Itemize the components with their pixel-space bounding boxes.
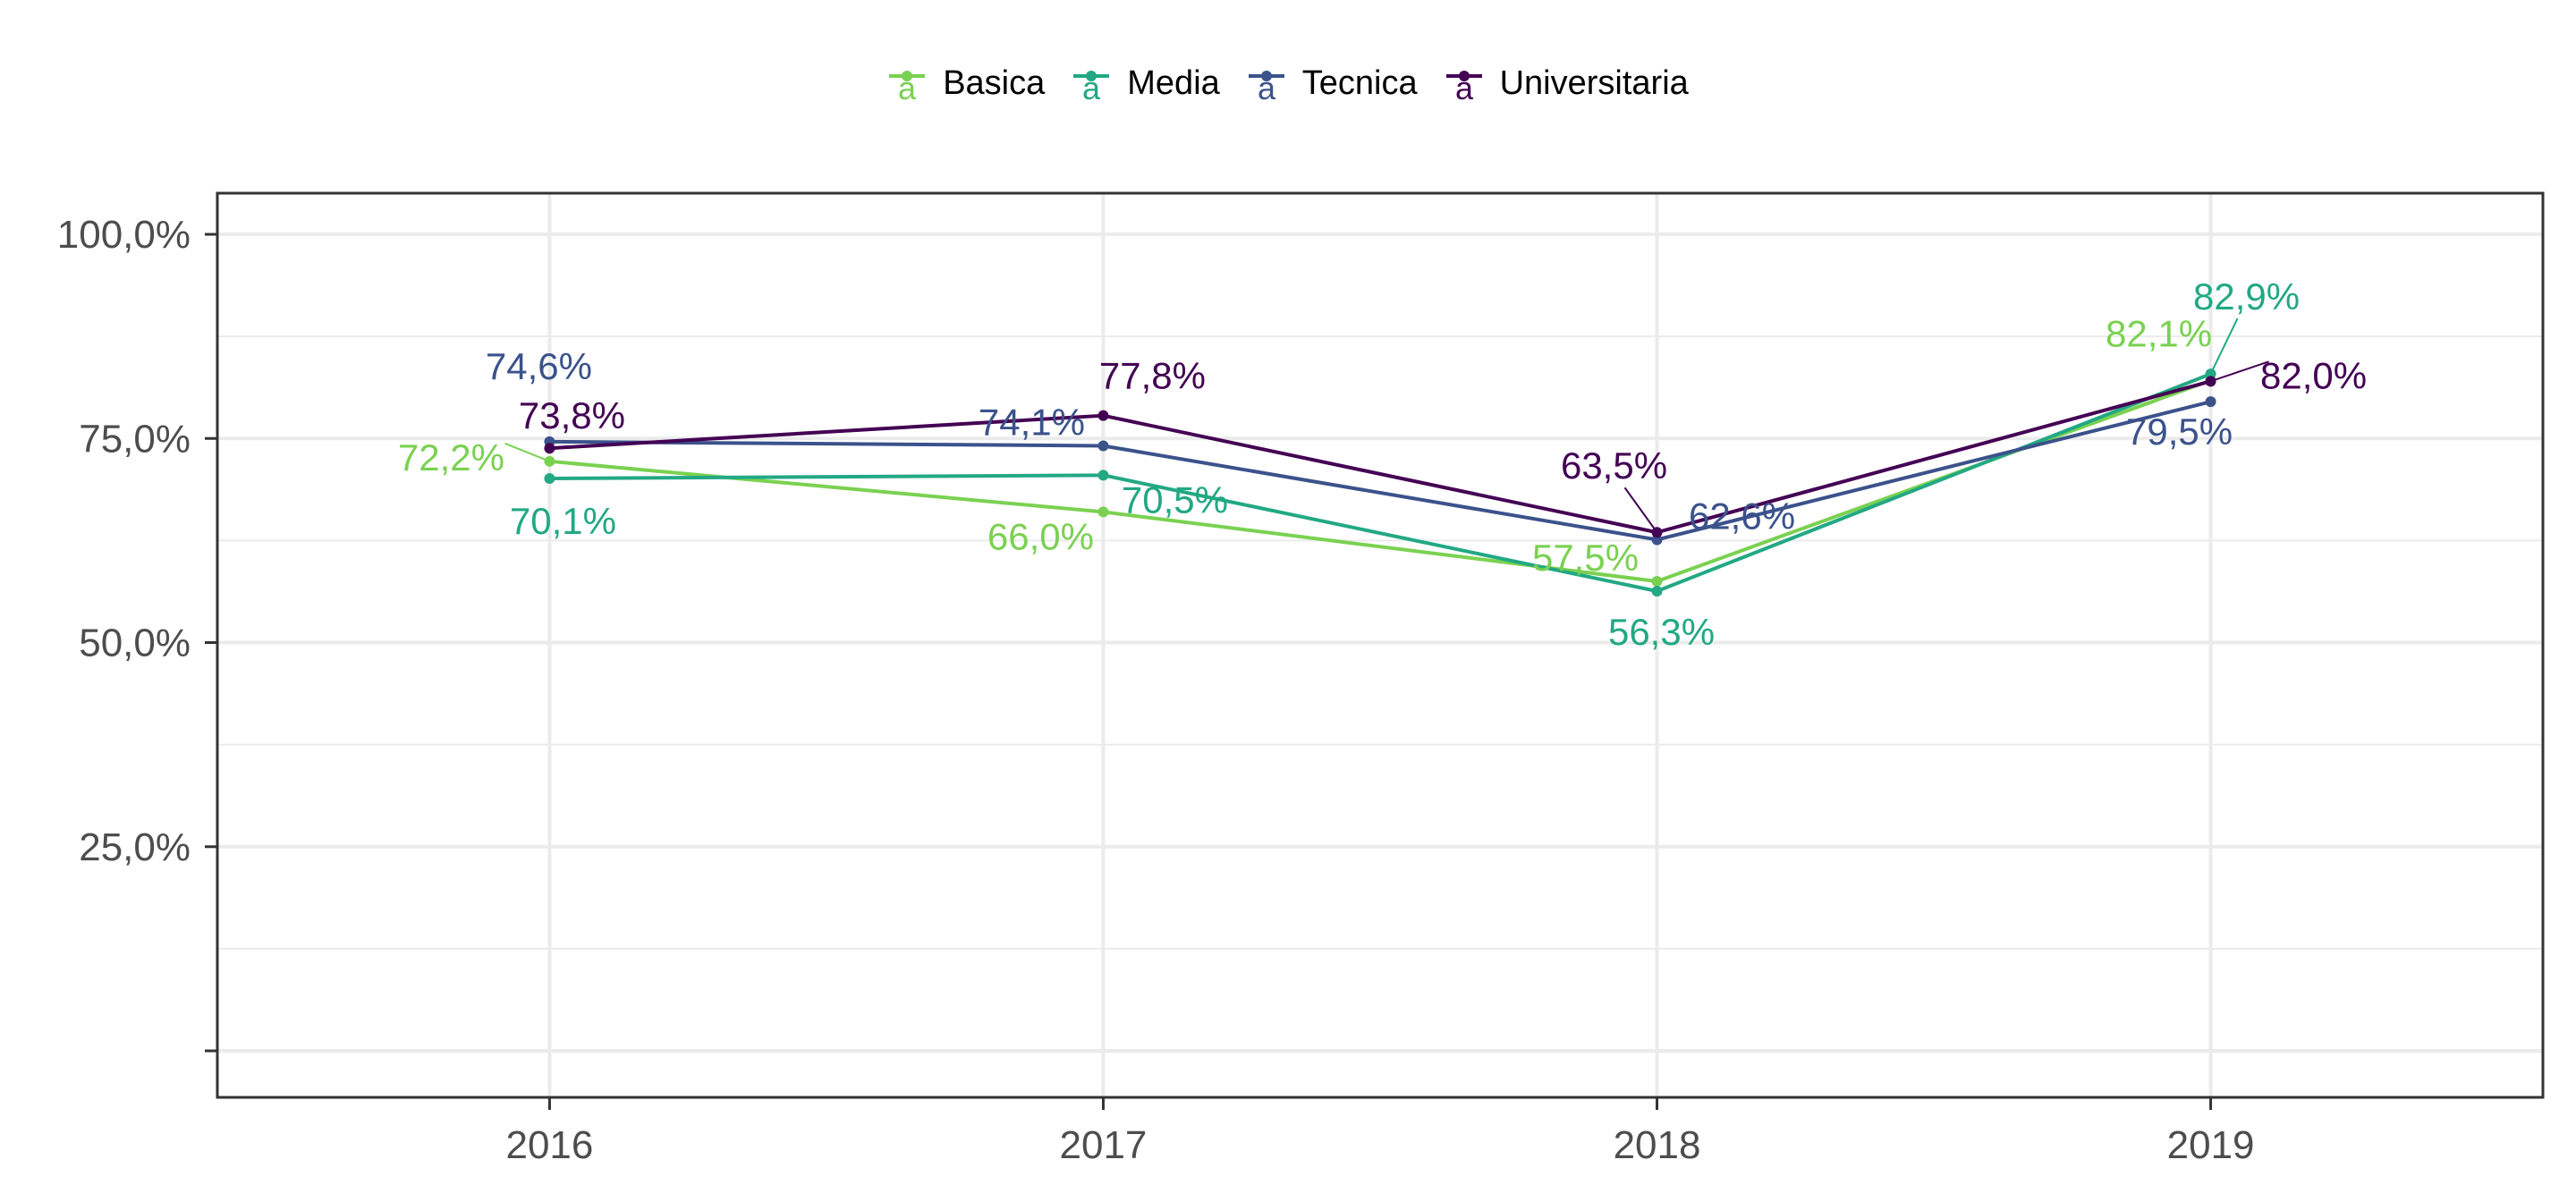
legend-key-icon: a xyxy=(1247,63,1286,103)
data-label-tecnica: 62,6% xyxy=(1689,495,1795,537)
plot-panel xyxy=(217,193,2543,1097)
y-tick-label: 100,0% xyxy=(57,213,191,257)
svg-text:a: a xyxy=(1455,70,1474,103)
legend: a Basica a Media a Tecnica a Universitaria xyxy=(0,59,2576,107)
x-tick-label: 2017 xyxy=(1060,1123,1148,1167)
data-label-universitaria: 82,0% xyxy=(2260,354,2367,396)
data-point-media xyxy=(1651,585,1663,597)
data-label-universitaria: 73,8% xyxy=(519,394,625,436)
data-point-media xyxy=(544,472,555,484)
svg-text:a: a xyxy=(1082,70,1101,103)
x-tick-label: 2016 xyxy=(505,1123,593,1167)
plot-border xyxy=(216,191,2545,1099)
data-point-tecnica xyxy=(1097,440,1109,452)
legend-label: Basica xyxy=(943,63,1046,102)
data-label-basica: 57,5% xyxy=(1532,537,1639,579)
x-tick-label: 2019 xyxy=(2167,1123,2255,1167)
legend-item-media: a Media xyxy=(1072,63,1220,103)
data-label-media: 70,1% xyxy=(510,500,616,542)
data-label-tecnica: 74,6% xyxy=(486,345,592,387)
data-label-basica: 72,2% xyxy=(398,436,504,478)
data-label-tecnica: 79,5% xyxy=(2126,411,2233,453)
series-line-tecnica xyxy=(549,400,2212,542)
data-point-tecnica xyxy=(1651,534,1663,546)
y-tick-label: 75,0% xyxy=(79,417,191,461)
data-point-basica xyxy=(1097,506,1109,518)
series-line-universitaria xyxy=(549,379,2212,535)
data-point-basica xyxy=(1651,576,1663,588)
legend-key-icon: a xyxy=(1072,63,1111,103)
legend-item-tecnica: a Tecnica xyxy=(1247,63,1418,103)
svg-text:a: a xyxy=(898,70,917,103)
x-tick-label: 2018 xyxy=(1614,1123,1701,1167)
data-point-universitaria xyxy=(1097,410,1109,421)
series-line-media xyxy=(549,372,2212,593)
data-label-media: 70,5% xyxy=(1122,478,1228,521)
label-leader-line xyxy=(2209,317,2239,375)
data-label-media: 56,3% xyxy=(1608,611,1715,653)
data-label-tecnica: 74,1% xyxy=(979,401,1085,443)
legend-item-universitaria: a Universitaria xyxy=(1445,63,1689,103)
legend-label: Universitaria xyxy=(1499,63,1689,102)
legend-label: Media xyxy=(1127,63,1220,102)
label-leader-line xyxy=(2210,360,2269,383)
data-label-basica: 82,1% xyxy=(2106,312,2212,354)
data-point-universitaria xyxy=(544,443,555,454)
y-tick-label: 25,0% xyxy=(79,825,191,869)
svg-text:a: a xyxy=(1258,70,1276,103)
data-label-universitaria: 77,8% xyxy=(1099,355,1206,397)
data-label-universitaria: 63,5% xyxy=(1561,444,1667,487)
legend-key-icon: a xyxy=(1445,63,1484,103)
y-tick-label: 50,0% xyxy=(79,622,191,665)
data-point-tecnica xyxy=(2205,396,2216,408)
legend-key-icon: a xyxy=(887,63,927,103)
legend-label: Tecnica xyxy=(1301,63,1418,102)
data-label-basica: 66,0% xyxy=(987,515,1094,557)
data-label-media: 82,9% xyxy=(2193,275,2300,317)
data-point-media xyxy=(1097,470,1109,481)
legend-item-basica: a Basica xyxy=(887,63,1045,103)
label-leader-line xyxy=(504,442,550,462)
label-leader-line xyxy=(1623,487,1658,533)
